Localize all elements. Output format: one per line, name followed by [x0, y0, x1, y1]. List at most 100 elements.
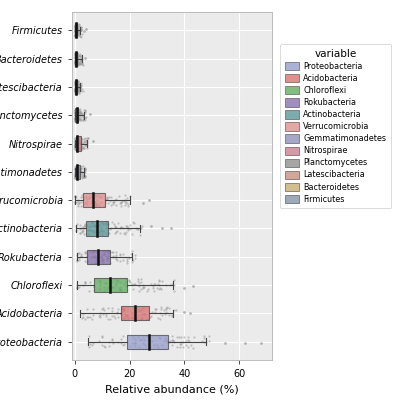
Point	[74, 82, 81, 88]
Point	[80, 174, 86, 180]
Point	[72, 106, 78, 113]
Point	[174, 334, 180, 340]
Point	[106, 226, 113, 233]
Point	[78, 31, 85, 37]
Point	[76, 134, 83, 141]
Point	[103, 221, 110, 227]
Point	[100, 228, 106, 234]
Point	[124, 256, 130, 262]
Point	[73, 24, 80, 30]
Point	[74, 196, 81, 203]
Bar	[75, 23, 77, 38]
Point	[124, 312, 130, 318]
Point	[72, 26, 78, 33]
Point	[120, 342, 126, 348]
Point	[84, 144, 90, 151]
Point	[105, 304, 112, 311]
Point	[78, 57, 84, 63]
Point	[74, 28, 81, 34]
Point	[159, 312, 165, 318]
Point	[72, 145, 78, 151]
Point	[146, 344, 153, 351]
Point	[75, 58, 82, 65]
Point	[72, 28, 79, 34]
Point	[106, 198, 113, 204]
Point	[77, 33, 83, 39]
Point	[73, 88, 80, 94]
Point	[72, 58, 78, 64]
Point	[74, 88, 80, 95]
Point	[72, 143, 78, 150]
Point	[120, 308, 126, 314]
Point	[73, 58, 80, 65]
Point	[74, 110, 80, 116]
Point	[82, 172, 89, 179]
Point	[82, 278, 88, 285]
Point	[72, 85, 78, 92]
Point	[75, 60, 81, 67]
Point	[78, 252, 84, 259]
Point	[74, 80, 80, 87]
Point	[115, 339, 121, 345]
Point	[73, 115, 79, 122]
Point	[74, 164, 80, 170]
Point	[87, 110, 93, 117]
Point	[73, 78, 79, 84]
Point	[128, 310, 135, 317]
Point	[98, 225, 104, 231]
Point	[104, 256, 110, 263]
Point	[112, 254, 118, 261]
Point	[161, 334, 168, 341]
Point	[136, 307, 142, 313]
Point	[83, 249, 89, 256]
Point	[93, 257, 100, 264]
Point	[76, 109, 82, 116]
Point	[72, 86, 78, 93]
Point	[140, 199, 146, 206]
Point	[93, 202, 100, 208]
Point	[82, 200, 88, 206]
Point	[72, 28, 78, 34]
Point	[134, 226, 140, 233]
Point	[109, 199, 116, 205]
Point	[82, 166, 88, 173]
Point	[79, 228, 85, 235]
Point	[130, 334, 136, 341]
Point	[80, 194, 86, 201]
Point	[156, 285, 163, 291]
Point	[118, 200, 124, 206]
Point	[83, 200, 89, 206]
Point	[105, 284, 112, 291]
Point	[92, 199, 98, 205]
Point	[130, 286, 136, 293]
Point	[75, 78, 82, 84]
Point	[82, 258, 88, 265]
Point	[86, 224, 92, 230]
Point	[73, 51, 80, 58]
Point	[87, 341, 93, 348]
Point	[72, 144, 78, 150]
Point	[77, 58, 83, 65]
Point	[82, 168, 89, 175]
Point	[98, 228, 104, 234]
Point	[90, 228, 96, 234]
Point	[163, 305, 170, 312]
Point	[146, 344, 152, 350]
Point	[76, 32, 83, 39]
Point	[73, 81, 79, 87]
Point	[72, 87, 78, 93]
Point	[74, 164, 81, 171]
Point	[82, 135, 88, 141]
Point	[78, 225, 84, 231]
Point	[74, 143, 80, 149]
Point	[78, 144, 84, 151]
Point	[76, 81, 82, 87]
Point	[74, 108, 81, 115]
Point	[81, 165, 87, 172]
Point	[76, 140, 82, 147]
Point	[75, 87, 82, 94]
Point	[158, 342, 165, 348]
Point	[72, 112, 78, 118]
Point	[76, 31, 82, 38]
Point	[74, 83, 80, 89]
